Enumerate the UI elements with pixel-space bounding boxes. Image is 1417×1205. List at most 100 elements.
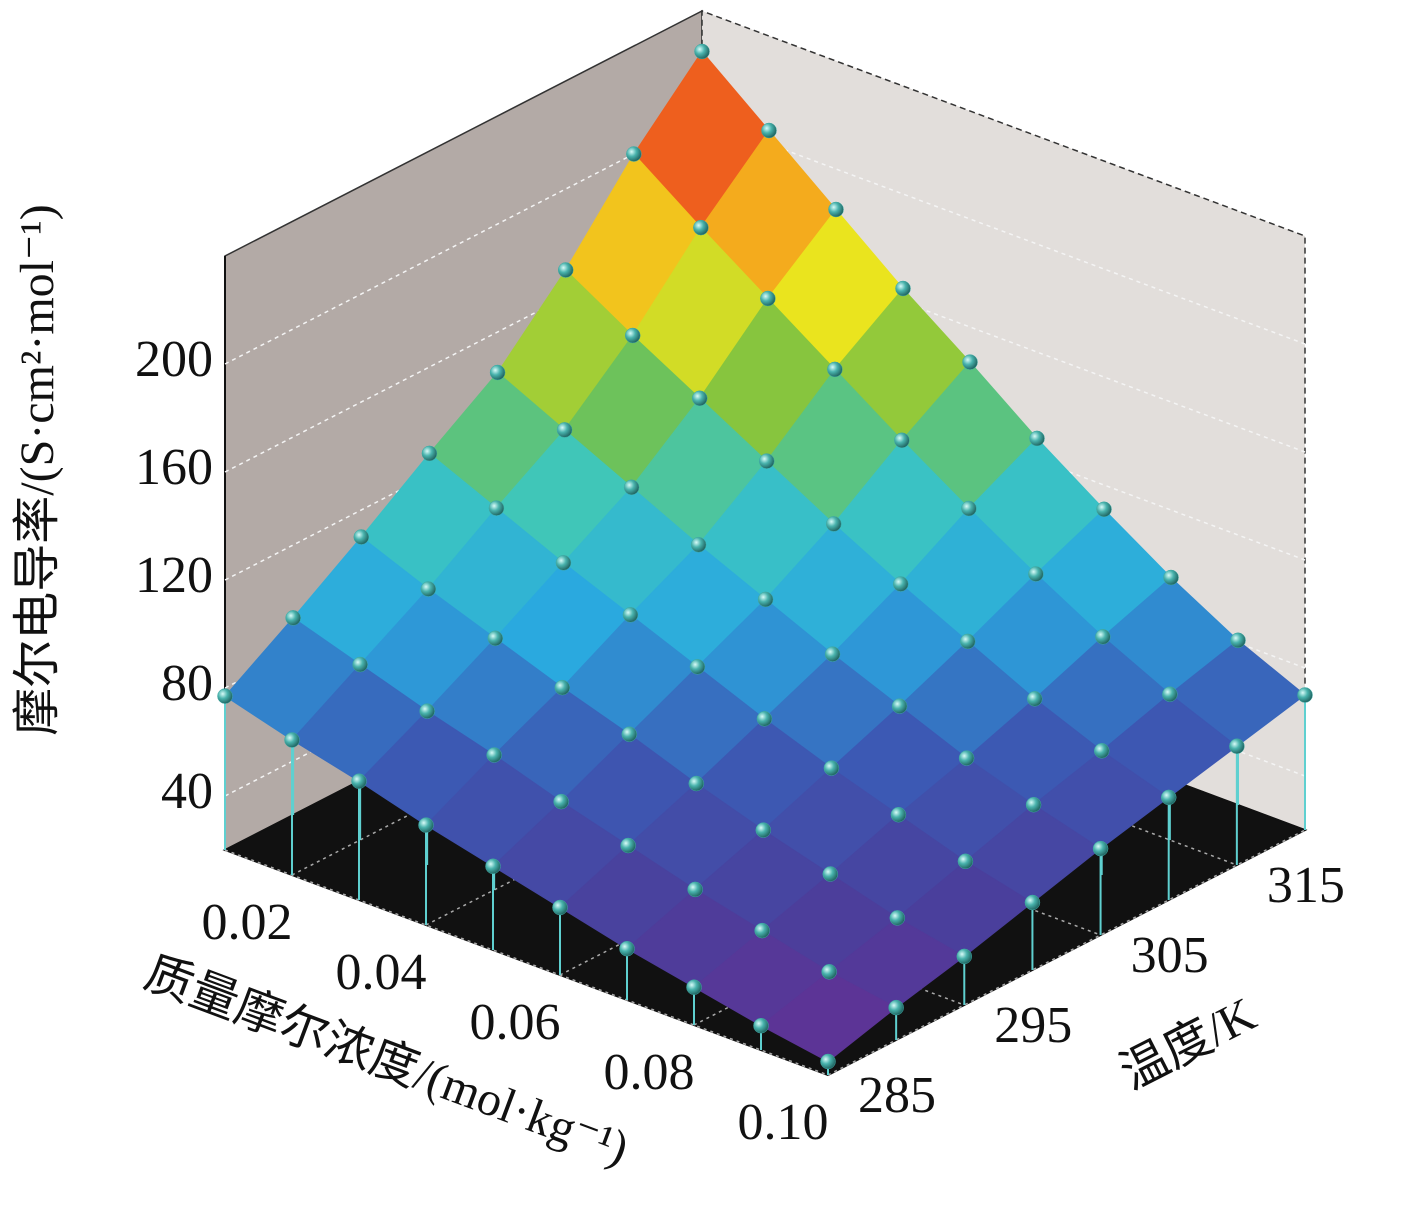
data-point [825, 516, 842, 532]
data-point [352, 656, 368, 673]
data-point [688, 775, 705, 792]
data-point [959, 633, 976, 650]
y-tick-label: 285 [858, 1067, 936, 1124]
data-point [1093, 743, 1110, 759]
data-point [689, 659, 706, 675]
data-point [894, 432, 910, 449]
points [217, 43, 1313, 1070]
data-point [760, 290, 776, 307]
data-point [420, 581, 437, 597]
x-tick-label: 0.06 [470, 994, 561, 1051]
data-point [1028, 566, 1044, 582]
data-point [753, 1017, 769, 1034]
data-point [1095, 629, 1111, 645]
data-point [1163, 569, 1179, 586]
x-tick-label: 0.08 [604, 1044, 695, 1101]
data-point [619, 940, 635, 957]
data-point [957, 853, 974, 870]
data-point [820, 1053, 836, 1070]
z-tick-label: 160 [135, 439, 213, 496]
x-tick-label: 0.04 [336, 944, 427, 1001]
data-point [1026, 691, 1043, 707]
data-point [552, 899, 568, 916]
data-point [624, 327, 641, 344]
data-point [754, 922, 770, 939]
data-point [690, 536, 707, 553]
data-point [891, 698, 908, 714]
z-tick-label: 80 [161, 655, 213, 712]
y-axis-label: 温度/K [1112, 988, 1265, 1101]
data-point [1096, 501, 1112, 518]
x-tick-label: 0.02 [202, 894, 293, 951]
data-point [828, 201, 844, 218]
data-point [694, 43, 710, 60]
data-point [958, 750, 975, 766]
data-point [489, 364, 506, 381]
data-point [351, 773, 367, 789]
data-point [1160, 789, 1177, 806]
data-point [217, 688, 233, 704]
grid-line [827, 829, 1306, 1076]
data-point [1024, 894, 1041, 911]
z-tick-label: 40 [161, 763, 213, 820]
data-point [1229, 738, 1245, 754]
data-point [758, 453, 775, 469]
data-point [821, 964, 837, 980]
data-point [1029, 430, 1045, 447]
data-point [824, 646, 841, 662]
data-point [486, 747, 502, 763]
data-point [418, 817, 434, 833]
data-point [888, 999, 904, 1016]
z-axis-label: 摩尔电导率/(S·cm²·mol⁻¹) [11, 204, 64, 735]
data-point [626, 146, 642, 162]
z-tick-label: 200 [135, 331, 213, 388]
data-point [961, 500, 977, 517]
data-point [889, 910, 906, 926]
data-point [554, 679, 571, 696]
data-point [761, 122, 777, 139]
data-point [962, 354, 978, 370]
data-point [1297, 687, 1313, 703]
data-point [487, 630, 504, 647]
data-point [691, 390, 708, 407]
data-point [822, 866, 839, 882]
grid-line [224, 849, 829, 1076]
data-point [757, 591, 774, 608]
z-tick-label: 120 [135, 547, 213, 604]
data-point [890, 806, 907, 823]
data-point [621, 726, 638, 742]
data-point [284, 732, 300, 748]
data-point [687, 881, 703, 898]
y-tick-label: 305 [1131, 927, 1209, 984]
data-point [1230, 632, 1246, 649]
data-point [620, 837, 636, 854]
data-point [553, 793, 569, 810]
data-point [823, 760, 840, 776]
data-point [1025, 796, 1042, 813]
data-point [686, 979, 702, 995]
surface [224, 50, 1306, 1063]
data-point [485, 858, 501, 875]
data-point [556, 422, 573, 438]
data-point [1162, 686, 1178, 702]
data-point [622, 607, 639, 623]
data-point [353, 529, 370, 545]
data-point [1092, 840, 1109, 857]
data-point [693, 219, 709, 236]
data-point [827, 361, 843, 378]
data-point [421, 445, 438, 462]
data-point [419, 703, 435, 719]
x-tick-label: 0.10 [738, 1094, 829, 1151]
data-point [895, 280, 911, 297]
data-point [623, 479, 640, 496]
data-point [892, 576, 909, 592]
data-point [755, 822, 772, 838]
data-point [756, 711, 773, 727]
data-point [555, 555, 572, 571]
y-tick-label: 315 [1267, 857, 1345, 914]
data-point [956, 948, 973, 965]
data-point [488, 500, 505, 516]
data-point [557, 262, 574, 278]
